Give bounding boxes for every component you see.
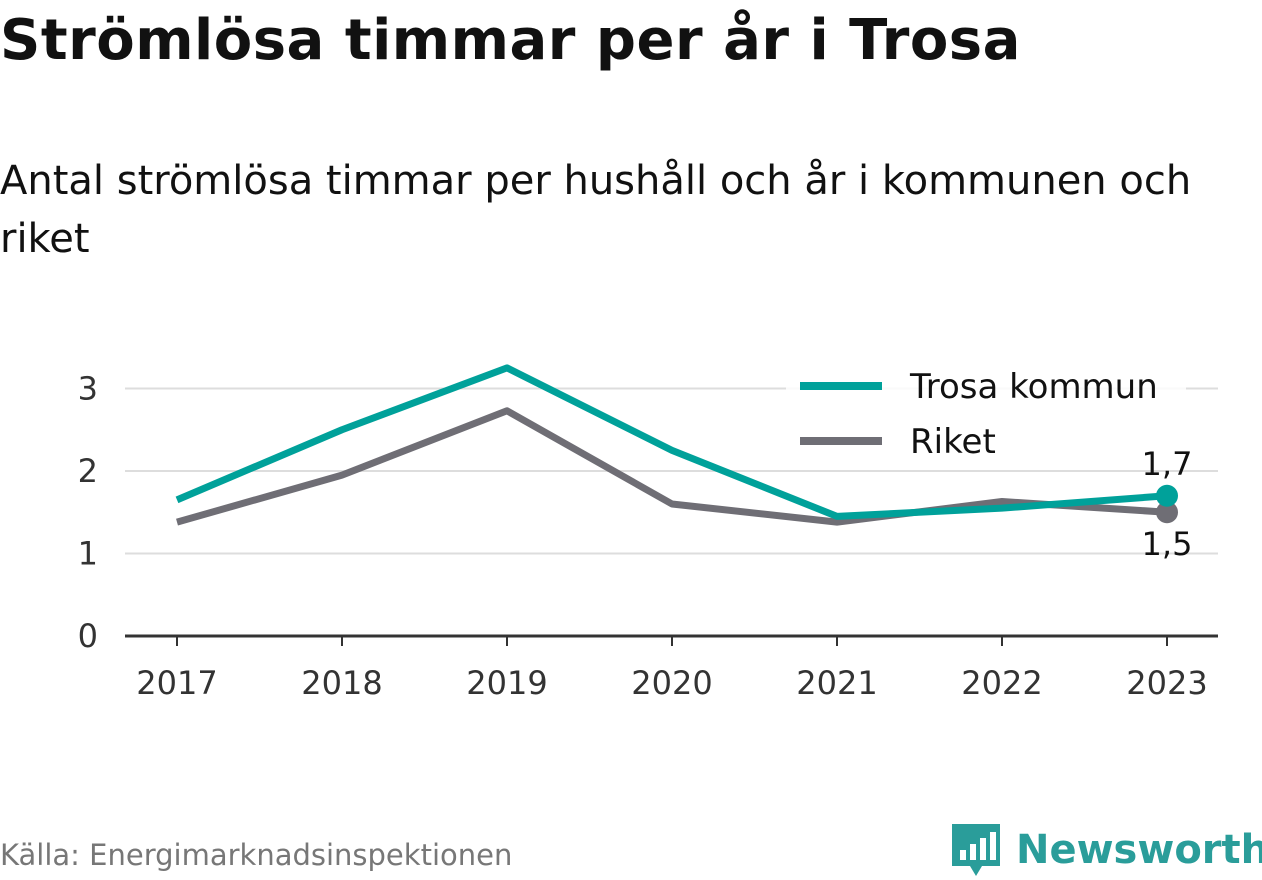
x-tick-label-2022: 2022: [961, 664, 1042, 702]
chart-subtitle: Antal strömlösa timmar per hushåll och å…: [0, 158, 1192, 262]
legend-label-riket: Riket: [910, 422, 996, 462]
y-tick-label-3: 3: [78, 370, 98, 408]
y-tick-label-0: 0: [78, 617, 98, 655]
x-tick-label-2021: 2021: [796, 664, 877, 702]
x-tick-label-2017: 2017: [136, 664, 217, 702]
newsworthy-logo-icon: [952, 824, 1000, 876]
legend-label-trosa-kommun: Trosa kommun: [909, 367, 1158, 407]
y-tick-label-2: 2: [78, 452, 98, 490]
brand-name: Newsworthy: [1016, 827, 1262, 873]
end-label-riket: 1,5: [1142, 525, 1193, 563]
series-endpoint-trosa-kommun: [1156, 484, 1178, 507]
x-tick-label-2019: 2019: [466, 664, 547, 702]
chart-title: Strömlösa timmar per år i Trosa: [0, 8, 1021, 73]
series-line-trosa-kommun: [175, 364, 1168, 520]
source-note: Källa: Energimarknadsinspektionen: [0, 838, 513, 872]
end-label-trosa-kommun: 1,7: [1142, 445, 1193, 483]
series-endpoint-riket: [1156, 501, 1178, 524]
newsworthy-logo: Newsworthy: [950, 820, 1262, 880]
y-tick-label-1: 1: [78, 535, 98, 573]
series-line-riket: [176, 407, 1168, 526]
x-tick-label-2020: 2020: [631, 664, 712, 702]
x-tick-label-2023: 2023: [1126, 664, 1207, 702]
x-tick-label-2018: 2018: [301, 664, 382, 702]
